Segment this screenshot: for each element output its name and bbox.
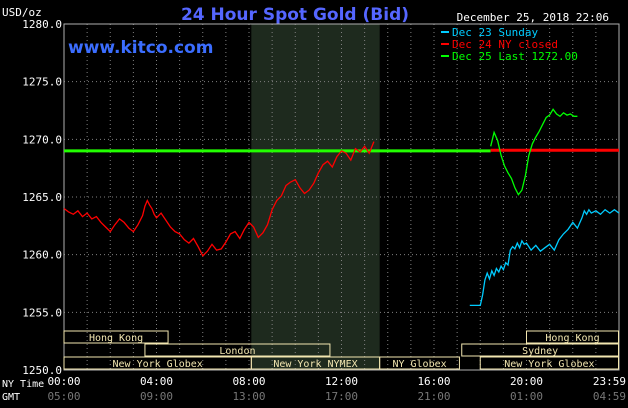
x-tick-labels: 00:00 04:00 08:00 12:00 16:00 20:00 23:59 05:00… (47, 375, 626, 403)
market-session-label: New York Globex (504, 359, 594, 370)
plot-frame (63, 23, 620, 371)
market-session-label: Hong Kong (89, 333, 143, 344)
x-tick-label-ny: 16:00 (417, 375, 450, 388)
x-tick-label-gmt: 21:00 (417, 390, 450, 403)
y-tick-label: 1260.0 (22, 249, 62, 262)
market-session-bar (461, 343, 619, 357)
market-session-label: NY Globex (392, 359, 446, 370)
series-line (63, 141, 375, 257)
x-tick-label-gmt: 17:00 (325, 390, 358, 403)
legend-entry: Dec 23 Sunday (452, 26, 538, 39)
market-session-bar (144, 343, 331, 357)
y-tick-label: 1265.0 (22, 191, 62, 204)
market-session-bar (526, 330, 619, 344)
unit-label: USD/oz (2, 6, 42, 19)
market-session-bar (379, 356, 460, 370)
y-tick-label: 1250.0 (22, 364, 62, 377)
x-tick-label-ny: 08:00 (232, 375, 265, 388)
series-line (469, 208, 620, 307)
x-tick-label-ny: 04:00 (140, 375, 173, 388)
x-tick-label-gmt: 05:00 (47, 390, 80, 403)
y-tick-label: 1270.0 (22, 133, 62, 146)
website-label: www.kitco.com (68, 38, 213, 58)
chart-title: 24 Hour Spot Gold (Bid) (181, 5, 409, 25)
gmt-row-label: GMT (2, 392, 20, 403)
y-tick-labels: 1250.0 1255.0 1260.0 1265.0 1270.0 1275.0 1280… (22, 18, 62, 377)
series-line (490, 108, 578, 196)
y-tick-label: 1275.0 (22, 76, 62, 89)
market-session-label: New York Globex (113, 359, 203, 370)
y-tick-label: 1280.0 (22, 18, 62, 31)
x-tick-label-gmt: 01:00 (510, 390, 543, 403)
market-session-bar (63, 330, 169, 344)
x-tick-label-gmt: 04:59 (593, 390, 626, 403)
ny-time-row-label: NY Time (2, 379, 44, 390)
market-session-label: New York NYMEX (273, 359, 357, 370)
series-lines (63, 108, 620, 307)
market-session-bars: Hong Kong London New York Globex New York N… (63, 330, 619, 370)
legend-entry: Dec 24 NY closed (452, 38, 558, 51)
legend-entry: Dec 25 Last 1272.00 (452, 50, 578, 63)
x-tick-label-gmt: 09:00 (140, 390, 173, 403)
reference-lines (64, 148, 619, 153)
x-tick-label-gmt: 13:00 (232, 390, 265, 403)
market-session-label: Hong Kong (545, 333, 599, 344)
market-session-label: Sydney (522, 346, 558, 357)
x-tick-label-ny: 20:00 (510, 375, 543, 388)
x-tick-label-ny: 00:00 (47, 375, 80, 388)
market-session-bar (479, 356, 619, 370)
y-tick-label: 1255.0 (22, 306, 62, 319)
market-session-label: London (219, 346, 255, 357)
x-tick-label-ny: 12:00 (325, 375, 358, 388)
date-label: December 25, 2018 22:06 (457, 11, 609, 24)
x-tick-label-ny: 23:59 (593, 375, 626, 388)
